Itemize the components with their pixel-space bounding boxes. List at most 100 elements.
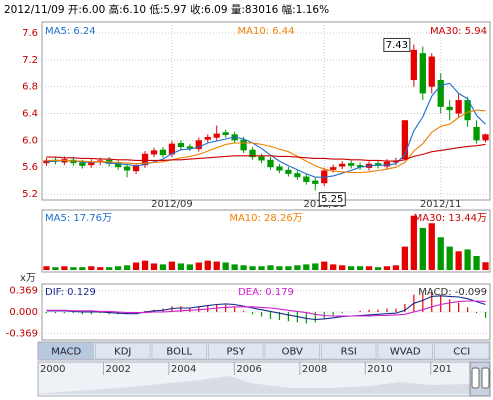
navigator-label: 2008: [302, 364, 327, 375]
volume-bar: [365, 266, 373, 270]
candle-body: [159, 149, 167, 156]
legend-entry: MA10: 28.26万: [229, 213, 302, 224]
tab[interactable]: [321, 342, 377, 360]
tab-label[interactable]: CCI: [453, 347, 470, 358]
macd-line: [46, 300, 486, 317]
volume-bar: [401, 246, 409, 270]
volume-bar: [374, 267, 382, 270]
tab[interactable]: [95, 342, 151, 360]
navigator-label: 2002: [105, 364, 130, 375]
tab-label[interactable]: PSY: [227, 347, 246, 358]
candle-body: [330, 167, 337, 170]
volume-bar: [213, 261, 220, 270]
navigator-label: 2004: [171, 364, 196, 375]
candle-body: [186, 146, 193, 149]
candle-body: [437, 79, 444, 107]
volume-bar: [52, 267, 59, 270]
volume-bar: [285, 266, 292, 270]
legend-entry: DIF: 0.129: [45, 287, 96, 298]
candle-body: [356, 165, 364, 168]
tab-bar: [37, 341, 491, 361]
candle-body: [177, 143, 185, 148]
volume-bar: [267, 265, 274, 270]
tab-label[interactable]: WVAD: [390, 347, 421, 358]
y-tick-label: 6.0: [22, 135, 38, 146]
tab[interactable]: [38, 342, 94, 360]
annotation: 7.43: [386, 40, 408, 51]
candle-body: [141, 153, 149, 166]
navigator-handle[interactable]: [471, 367, 480, 389]
volume-bar: [168, 261, 176, 270]
y-tick-label: 6.8: [22, 82, 38, 93]
tab-label[interactable]: BOLL: [166, 347, 192, 358]
volume-bar: [177, 263, 185, 270]
volume-bar: [249, 266, 256, 270]
tab-label[interactable]: MACD: [51, 347, 81, 358]
legend-entry: MA30: 13.44万: [414, 213, 487, 224]
volume-frame: [41, 209, 491, 273]
volume-bar: [383, 266, 391, 270]
candle-body: [249, 149, 256, 158]
volume-bar: [410, 215, 417, 270]
volume-bar: [195, 262, 202, 270]
volume-bar: [455, 251, 462, 270]
volume-bar: [240, 265, 247, 270]
tab[interactable]: [208, 342, 264, 360]
tab-label[interactable]: RSI: [341, 347, 357, 358]
volume-bar: [339, 265, 346, 270]
y-axis-label: x万: [20, 273, 36, 284]
volume-bar: [79, 267, 86, 270]
y-tick-label: 7.2: [22, 55, 38, 66]
y-tick-label: 5.2: [22, 189, 38, 200]
candle-body: [401, 120, 409, 160]
tab-label[interactable]: OBV: [282, 347, 303, 358]
tab[interactable]: [377, 342, 433, 360]
candle-body: [79, 162, 86, 166]
volume-bar: [123, 265, 131, 270]
navigator-handle[interactable]: [481, 367, 490, 389]
tab[interactable]: [264, 342, 320, 360]
candle-body: [446, 106, 453, 111]
y-tick-label: 5.6: [22, 162, 38, 173]
candle-body: [204, 136, 211, 140]
macd-line: [46, 295, 486, 321]
navigator-area: [38, 376, 470, 394]
candle-body: [213, 133, 220, 138]
volume-bar: [347, 266, 355, 270]
volume-bar: [186, 264, 193, 270]
volume-bar: [464, 249, 471, 270]
candle-body: [410, 49, 417, 80]
price-frame: [41, 21, 491, 201]
volume-bar: [437, 237, 444, 270]
ma-line: [46, 143, 486, 162]
legend-entry: MACD: -0.099: [418, 287, 487, 298]
x-tick-label: 2012/09: [151, 199, 193, 210]
volume-bar: [61, 266, 68, 270]
volume-bar: [222, 262, 229, 270]
candle-body: [383, 161, 391, 167]
volume-bar: [276, 266, 283, 270]
volume-bar: [312, 263, 319, 270]
candle-body: [312, 180, 319, 184]
candle-body: [123, 166, 131, 171]
navigator-label: 2010: [367, 364, 392, 375]
annotation-box: [383, 37, 411, 52]
candle-body: [222, 132, 229, 135]
volume-bar: [482, 262, 489, 270]
candle-body: [294, 173, 301, 178]
candle-body: [150, 150, 158, 155]
volume-bar: [294, 265, 301, 270]
volume-bar: [231, 264, 238, 270]
candle-body: [303, 176, 310, 182]
candle-body: [267, 159, 274, 168]
navigator-label: 2006: [236, 364, 261, 375]
tab-label[interactable]: KDJ: [114, 347, 131, 358]
candle-body: [482, 134, 489, 141]
tab[interactable]: [151, 342, 207, 360]
tab[interactable]: [434, 342, 490, 360]
legend-entry: MA5: 17.76万: [45, 213, 112, 224]
annotation-box: [318, 192, 346, 207]
candle-body: [464, 100, 471, 121]
volume-bar: [428, 223, 435, 270]
